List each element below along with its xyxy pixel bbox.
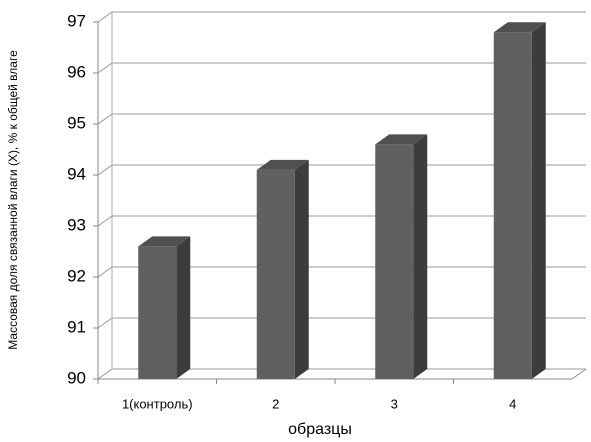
bar-side — [413, 134, 428, 379]
floor-edge — [571, 368, 587, 380]
y-tick-label: 90 — [67, 368, 86, 387]
y-tick-label: 91 — [67, 317, 86, 336]
bar-side — [531, 22, 546, 379]
bar-side — [176, 236, 191, 379]
y-axis-label: Массовая доля связанной влаги (X), % к о… — [6, 50, 20, 350]
y-tick-label: 97 — [67, 11, 86, 30]
bar-side — [294, 159, 309, 379]
bar-top — [375, 134, 428, 145]
bar-top — [493, 22, 546, 33]
x-tick-label: 4 — [509, 396, 516, 411]
x-axis-label: образцы — [288, 421, 352, 438]
y-tick-label: 95 — [67, 113, 86, 132]
bar — [256, 169, 295, 379]
bar-top — [138, 236, 191, 247]
bar — [138, 246, 177, 379]
x-tick-label: 3 — [391, 396, 398, 411]
x-tick-label: 2 — [272, 396, 279, 411]
y-tick-label: 96 — [67, 62, 86, 81]
bar — [493, 32, 532, 379]
bar — [375, 144, 414, 379]
y-tick-label: 94 — [67, 164, 86, 183]
y-tick-label: 93 — [67, 215, 86, 234]
x-tick-label: 1(контроль) — [122, 396, 193, 411]
y-tick-label: 92 — [67, 266, 86, 285]
bar-top — [256, 159, 309, 170]
grid-line — [97, 11, 586, 23]
